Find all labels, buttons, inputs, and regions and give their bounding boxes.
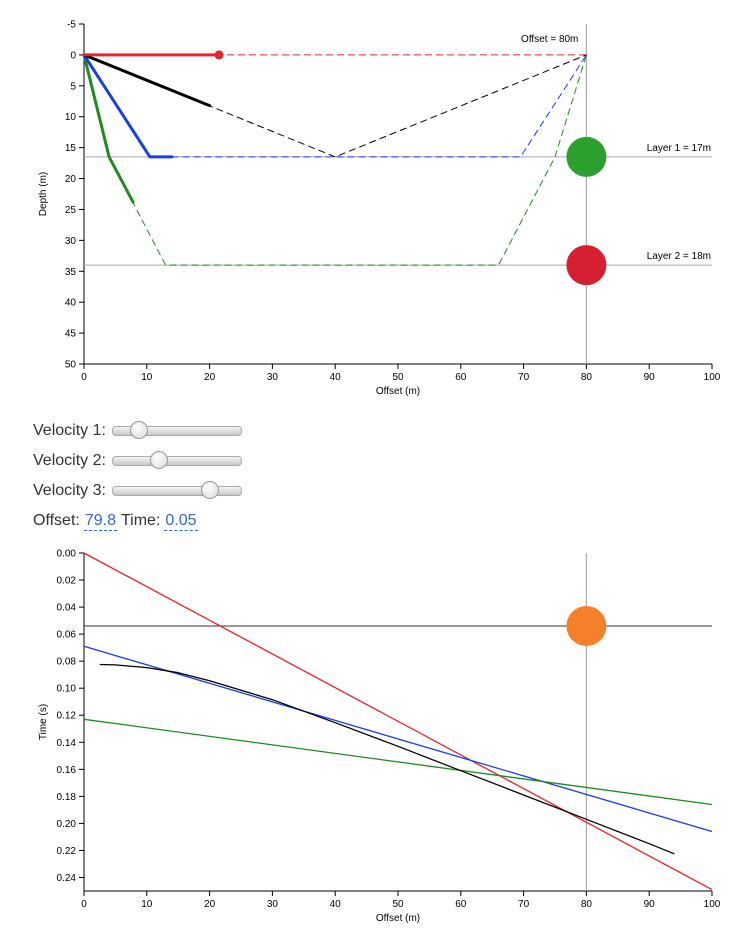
traveltime-refraction-1 — [83, 645, 713, 833]
x-tick-label: 60 — [455, 899, 467, 910]
y-tick-label: 25 — [65, 205, 77, 216]
velocity2-label: Velocity 2: — [33, 452, 106, 469]
y-tick-label: 0.18 — [57, 792, 77, 803]
x-tick-label: 90 — [644, 372, 656, 383]
x-tick-label: 50 — [392, 372, 404, 383]
velocity1-slider-handle[interactable] — [129, 421, 148, 439]
y-tick-label: 35 — [65, 267, 77, 278]
depth-chart[interactable]: 0 10 20 30 40 50 60 70 80 90 100 -5 0 5 10 15 20 25 30 35 40… — [0, 0, 744, 400]
layer-label: Layer 2 = 18m — [647, 251, 711, 262]
x-tick-label: 20 — [204, 899, 216, 910]
time-chart[interactable]: 0 10 20 30 40 50 60 70 80 90 100 0.00 0.02 0.04 0.06 0.… — [0, 540, 744, 930]
offset-label: Offset: — [33, 512, 80, 529]
y-tick-label: 15 — [65, 143, 77, 154]
layer-label: Layer 1 = 17m — [647, 143, 711, 154]
y-tick-label: 0.24 — [57, 873, 77, 884]
wavefront-refraction-2 — [82, 53, 135, 204]
ray-path-reflection — [83, 54, 587, 158]
traveltime-direct — [83, 552, 713, 891]
x-tick-label: 10 — [141, 899, 153, 910]
y-tick-label: 0.20 — [57, 819, 77, 830]
x-tick-label: 30 — [267, 372, 279, 383]
x-tick-label: 50 — [392, 899, 404, 910]
x-tick-label: 0 — [81, 899, 87, 910]
x-tick-label: 80 — [581, 899, 593, 910]
x-tick-label: 40 — [330, 372, 342, 383]
controls-panel: Velocity 1: Velocity 2: Velocity 3: Offs… — [33, 416, 242, 536]
direct-wave-marker — [214, 50, 224, 60]
x-tick-label: 60 — [455, 372, 467, 383]
layer-depth-handle — [566, 245, 607, 286]
ray-path-refraction-1 — [83, 54, 587, 158]
velocity2-row: Velocity 2: — [33, 446, 242, 476]
velocity3-slider[interactable] — [111, 481, 242, 499]
y-tick-label: 40 — [65, 298, 77, 309]
y-tick-label: 0 — [70, 50, 76, 61]
x-axis-label: Offset (m) — [376, 913, 420, 924]
y-tick-label: 0.00 — [57, 549, 77, 560]
ray-path-refraction-2 — [83, 54, 587, 266]
y-tick-label: 0.06 — [57, 630, 77, 641]
time-label: Time: — [120, 512, 161, 529]
velocity1-row: Velocity 1: — [33, 416, 242, 446]
wavefront-refraction-1 — [82, 53, 174, 159]
traveltime-reflection — [99, 663, 675, 855]
x-tick-label: 0 — [81, 372, 87, 383]
y-tick-label: 0.10 — [57, 684, 77, 695]
x-axis-label: Offset (m) — [376, 386, 420, 397]
velocity3-row: Velocity 3: — [33, 476, 242, 506]
velocity3-slider-handle[interactable] — [201, 481, 220, 499]
velocity3-label: Velocity 3: — [33, 482, 106, 499]
y-axis-label: Time (s) — [38, 704, 49, 740]
x-tick-label: 70 — [518, 372, 530, 383]
x-tick-label: 10 — [141, 372, 153, 383]
y-tick-label: 0.12 — [57, 711, 77, 722]
cursor-handle — [566, 606, 607, 647]
traveltime-refraction-2 — [83, 718, 713, 806]
y-tick-label: 0.16 — [57, 765, 77, 776]
y-axis-label: Depth (m) — [38, 172, 49, 216]
velocity1-label: Velocity 1: — [33, 422, 106, 439]
time-value[interactable]: 0.05 — [164, 511, 198, 531]
x-tick-label: 80 — [581, 372, 593, 383]
y-tick-label: 45 — [65, 329, 77, 340]
x-tick-label: 70 — [518, 899, 530, 910]
x-tick-label: 40 — [330, 899, 342, 910]
y-tick-label: 30 — [65, 236, 77, 247]
velocity2-slider-handle[interactable] — [150, 451, 169, 469]
receiver-label: Offset = 80m — [521, 34, 578, 45]
offset-value[interactable]: 79.8 — [83, 511, 117, 531]
y-tick-label: 10 — [65, 112, 77, 123]
y-tick-label: 0.08 — [57, 657, 77, 668]
x-tick-label: 100 — [704, 899, 721, 910]
layer-depth-handle — [566, 136, 607, 177]
y-tick-label: 20 — [65, 174, 77, 185]
y-tick-label: 0.14 — [57, 738, 77, 749]
velocity2-slider[interactable] — [111, 451, 242, 469]
x-tick-label: 90 — [644, 899, 656, 910]
velocity1-slider[interactable] — [111, 421, 242, 439]
x-tick-label: 20 — [204, 372, 216, 383]
readout-row: Offset: 79.8 Time: 0.05 — [33, 506, 242, 536]
x-tick-label: 100 — [704, 372, 721, 383]
y-tick-label: 0.22 — [57, 846, 77, 857]
y-tick-label: -5 — [67, 20, 76, 31]
wavefront-reflection — [82, 53, 212, 108]
y-tick-label: 0.04 — [57, 603, 77, 614]
y-tick-label: 50 — [65, 360, 77, 371]
y-tick-label: 0.02 — [57, 576, 77, 587]
x-tick-label: 30 — [267, 899, 279, 910]
y-tick-label: 5 — [70, 81, 76, 92]
